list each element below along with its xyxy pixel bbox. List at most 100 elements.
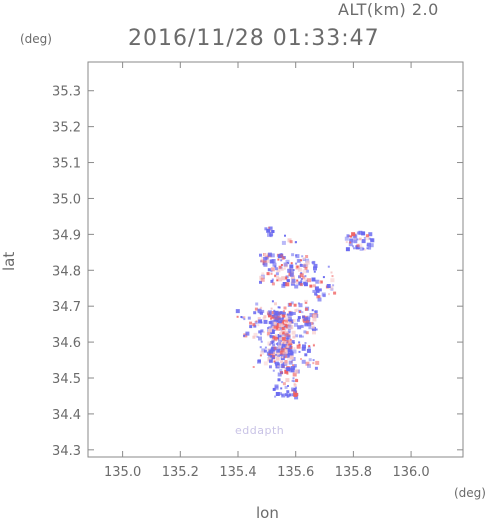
echo-cell (283, 267, 286, 270)
echo-cell (280, 348, 285, 353)
echo-cell (297, 316, 301, 320)
echo-cell (271, 311, 275, 314)
x-axis-label: lon (256, 504, 279, 522)
echo-cell (284, 333, 288, 337)
echo-cell (274, 384, 279, 389)
echo-cell (304, 307, 308, 311)
echo-cell (301, 359, 306, 364)
echo-cell (282, 350, 287, 355)
echo-cell (274, 338, 278, 342)
echo-cell (258, 359, 261, 363)
echo-cell (312, 317, 317, 322)
echo-cell (299, 273, 304, 278)
echo-cell (266, 272, 270, 276)
echo-cell (259, 346, 262, 349)
echo-cell (254, 307, 258, 311)
plot-frame (87, 61, 464, 458)
echo-cell (261, 309, 265, 313)
echo-cell (299, 281, 302, 284)
echo-cell (272, 369, 275, 372)
echo-cell (263, 319, 268, 324)
echo-cell (295, 334, 299, 338)
echo-cell (272, 354, 275, 358)
echo-cell (267, 252, 272, 257)
echo-cell (261, 348, 266, 353)
echo-cell (275, 342, 278, 345)
echo-cell (263, 361, 268, 366)
echo-cell (297, 267, 302, 272)
echo-cell (276, 352, 280, 356)
echo-cell (259, 354, 262, 357)
echo-cell (274, 275, 277, 278)
echo-cell (243, 334, 246, 337)
echo-cell (292, 377, 295, 380)
echo-cell (290, 368, 295, 373)
echo-cell (270, 320, 275, 325)
echo-cell (302, 276, 306, 280)
echo-cell (267, 313, 270, 316)
y-tick-label: 34.8 (52, 264, 81, 279)
echo-cell (287, 385, 289, 387)
echo-cell (294, 241, 297, 244)
echo-cell (275, 335, 278, 337)
echo-cell (281, 318, 284, 321)
echo-cell (303, 330, 307, 334)
echo-cell (289, 355, 294, 360)
echo-cell (293, 383, 297, 387)
echo-cell (272, 262, 277, 267)
echo-cell (295, 265, 300, 270)
echo-cell (274, 334, 277, 337)
echo-cell (368, 246, 372, 250)
echo-cell (269, 232, 274, 236)
echo-cell (245, 331, 250, 336)
echo-cell (274, 395, 277, 398)
echo-cell (265, 256, 269, 260)
echo-cell (284, 234, 286, 237)
echo-cells (235, 226, 375, 400)
echo-cell (271, 346, 276, 351)
echo-cell (288, 318, 290, 321)
echo-cell (288, 339, 293, 344)
echo-cell (302, 269, 307, 274)
echo-cell (288, 302, 292, 306)
x-tick-label: 135.2 (162, 465, 199, 480)
echo-cell (284, 319, 288, 323)
echo-cell (286, 394, 290, 398)
echo-cell (295, 379, 299, 383)
echo-cell (358, 230, 363, 235)
echo-cell (260, 333, 262, 336)
x-tick-label: 135.0 (104, 465, 141, 480)
echo-cell (281, 336, 286, 341)
echo-cell (290, 366, 295, 370)
echo-cell (271, 340, 275, 344)
y-tick-label: 35.1 (52, 157, 81, 172)
watermark-text: eddapth (235, 424, 285, 437)
echo-cell (294, 322, 298, 327)
echo-cell (313, 263, 318, 268)
echo-cell (288, 346, 292, 350)
echo-cell (286, 313, 289, 316)
echo-cell (333, 291, 337, 295)
echo-cell (365, 234, 369, 238)
y-tick-label: 35.3 (52, 85, 81, 100)
echo-cell (278, 277, 283, 282)
echo-cell (287, 329, 291, 332)
echo-cell (291, 387, 296, 392)
echo-cell (312, 314, 317, 319)
echo-cell (294, 395, 299, 400)
echo-cell (302, 315, 305, 319)
echo-cell (286, 262, 289, 265)
echo-cell (280, 259, 283, 262)
echo-cell (285, 351, 288, 354)
echo-cell (345, 247, 350, 252)
echo-cell (311, 277, 316, 282)
echo-cell (269, 352, 274, 357)
echo-cell (288, 360, 293, 365)
echo-cell (295, 262, 298, 265)
echo-cell (291, 340, 295, 344)
echo-cell (289, 312, 292, 316)
echo-cell (321, 292, 326, 297)
echo-cell (271, 230, 274, 233)
echo-cell (252, 335, 256, 339)
